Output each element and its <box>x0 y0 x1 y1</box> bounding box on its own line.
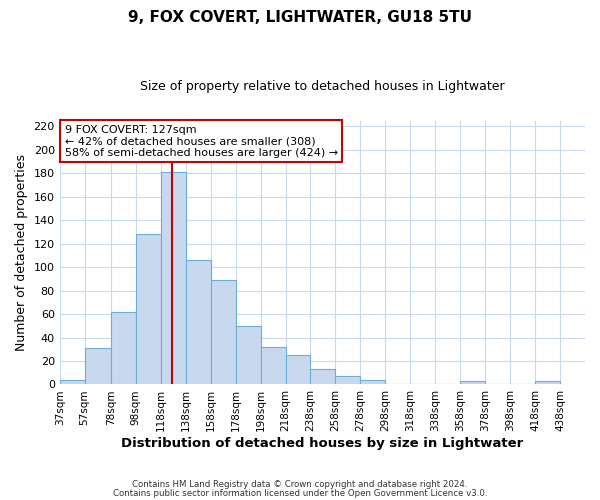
Title: Size of property relative to detached houses in Lightwater: Size of property relative to detached ho… <box>140 80 505 93</box>
Bar <box>460 381 485 384</box>
Text: 9 FOX COVERT: 127sqm
← 42% of detached houses are smaller (308)
58% of semi-deta: 9 FOX COVERT: 127sqm ← 42% of detached h… <box>65 124 338 158</box>
X-axis label: Distribution of detached houses by size in Lightwater: Distribution of detached houses by size … <box>121 437 523 450</box>
Bar <box>136 234 161 384</box>
Bar <box>260 347 286 385</box>
Bar <box>185 260 211 384</box>
Text: Contains HM Land Registry data © Crown copyright and database right 2024.: Contains HM Land Registry data © Crown c… <box>132 480 468 489</box>
Bar <box>335 376 361 384</box>
Bar <box>310 369 335 384</box>
Bar <box>236 326 260 384</box>
Text: Contains public sector information licensed under the Open Government Licence v3: Contains public sector information licen… <box>113 488 487 498</box>
Y-axis label: Number of detached properties: Number of detached properties <box>15 154 28 351</box>
Bar <box>85 348 111 385</box>
Bar <box>161 172 185 384</box>
Bar <box>286 355 310 384</box>
Bar <box>211 280 236 384</box>
Bar <box>361 380 385 384</box>
Bar <box>535 381 560 384</box>
Bar <box>59 380 85 384</box>
Bar <box>111 312 136 384</box>
Text: 9, FOX COVERT, LIGHTWATER, GU18 5TU: 9, FOX COVERT, LIGHTWATER, GU18 5TU <box>128 10 472 25</box>
